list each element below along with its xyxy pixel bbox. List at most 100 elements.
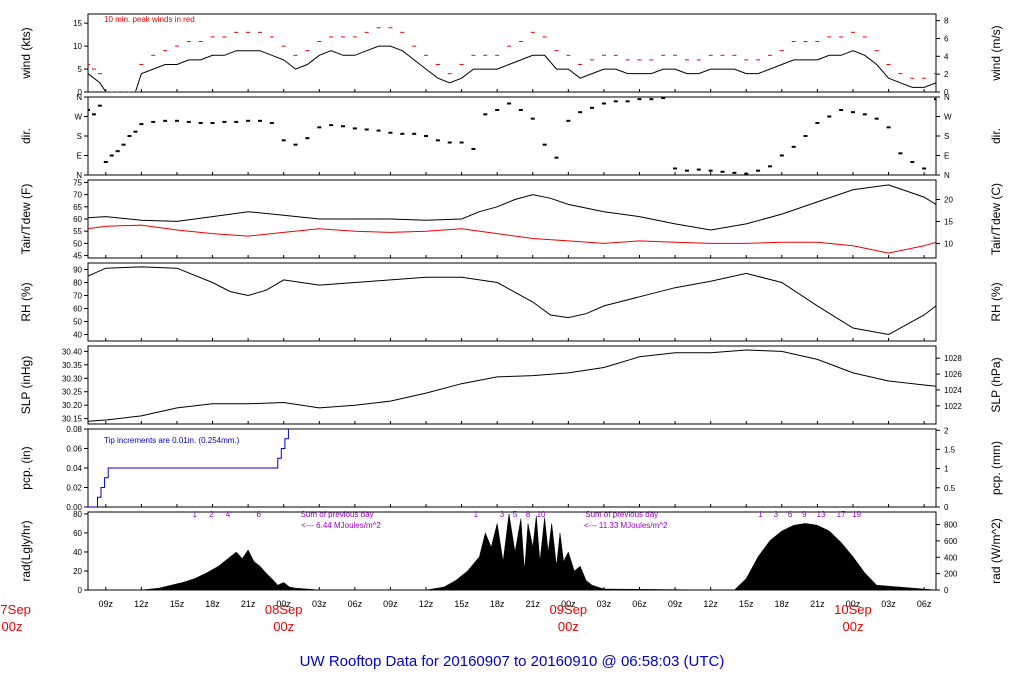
- time-tick-label: 03z: [881, 599, 896, 609]
- rh-ytick-label: 50: [73, 318, 82, 327]
- rh-ytick-label: 80: [73, 279, 82, 288]
- rh-ytick-label: 90: [73, 266, 82, 275]
- slp-ytick-right-label: 1022: [944, 402, 962, 411]
- pcp-ytick-right-label: 2: [944, 426, 949, 435]
- dir-point: [898, 152, 903, 155]
- temp-ytick-label: 55: [73, 227, 82, 236]
- temp-data: [88, 184, 936, 254]
- slp-ytick-right-label: 1024: [944, 386, 962, 395]
- wind-ytick-label: 0: [78, 88, 83, 97]
- time-tick-label: 06z: [348, 599, 363, 609]
- dir-point: [922, 167, 927, 170]
- slp-ylabel: SLP (inHg): [19, 356, 33, 414]
- day-date-label: 08Sep: [265, 602, 303, 617]
- dir-ytick-right-label: W: [944, 113, 952, 122]
- rad-ytick-label: 20: [73, 567, 82, 576]
- pcp-ytick-label: 0.02: [66, 484, 82, 493]
- time-tick-label: 21z: [241, 599, 256, 609]
- dir-point: [88, 109, 90, 111]
- rad-ylabel: rad(Lgly/hr): [19, 520, 33, 581]
- rh-ylabel-right: RH (%): [989, 282, 1003, 321]
- dir-frame: [87, 96, 937, 176]
- dir-ytick-label: N: [76, 171, 82, 180]
- rad-hour-marker: 3: [500, 510, 505, 519]
- temp-ytick-label: 50: [73, 239, 82, 248]
- dir-point: [139, 123, 144, 126]
- dir-point: [376, 129, 381, 132]
- dir-point: [293, 143, 298, 146]
- pcp-ytick-label: 0.04: [66, 464, 82, 473]
- dir-point: [435, 139, 440, 142]
- dir-point: [133, 130, 138, 133]
- rad-hour-marker: 3: [774, 510, 779, 519]
- rad-sum-annotation: <--- 6.44 MJoules/m^2: [301, 521, 381, 530]
- pcp-ylabel-right: pcp. (mm): [989, 441, 1003, 495]
- rad-sum-annotation: Sum of previous day: [301, 510, 374, 519]
- slp-ytick-label: 30.40: [62, 347, 83, 356]
- chart-title: UW Rooftop Data for 20160907 to 20160910…: [300, 653, 725, 670]
- time-axis: 09z 12z 15z 18z 21z 00z 03z 06z 09z 12z 15z 18z 21z 0…: [0, 599, 932, 634]
- rad-ytick-label: 40: [73, 548, 82, 557]
- dir-point: [210, 122, 215, 124]
- rad-data: [88, 513, 936, 590]
- dir-ytick-label: S: [77, 132, 82, 141]
- time-tick-label: 18z: [775, 599, 790, 609]
- dir-point: [412, 132, 417, 135]
- dir-point: [495, 109, 500, 111]
- dir-point: [744, 172, 749, 175]
- dir-point: [601, 102, 606, 105]
- time-tick-label: 12z: [703, 599, 718, 609]
- dir-point: [554, 156, 559, 159]
- rad-ytick-right-label: 400: [944, 553, 958, 562]
- temp-ytick-label: 70: [73, 191, 82, 200]
- dir-point: [109, 154, 114, 157]
- dir-point: [625, 100, 630, 103]
- dir-ytick-label: W: [74, 113, 82, 122]
- wind-data: [88, 27, 936, 92]
- dir-point: [352, 127, 357, 130]
- dir-point: [767, 165, 772, 168]
- dir-data: [88, 97, 936, 175]
- dir-ylabel: dir.: [19, 128, 33, 144]
- dir-ytick-right-label: N: [944, 171, 950, 180]
- dir-point: [578, 111, 583, 114]
- pcp-ytick-label: 0.06: [66, 445, 82, 454]
- temp-ytick-right-label: 15: [944, 217, 953, 226]
- time-tick-label: 03z: [312, 599, 327, 609]
- slp-ytick-label: 30.35: [62, 361, 83, 370]
- time-tick-label: 09z: [383, 599, 398, 609]
- panel-pcp: 0.00 0.02 0.04 0.06 0.08 0 0.5 1 1.5 2 pcp. (in) pc…: [19, 425, 1003, 512]
- rad-hour-marker: 1: [474, 510, 479, 519]
- rh-ytick-label: 70: [73, 292, 82, 301]
- dir-point: [257, 119, 262, 122]
- dir-point: [649, 98, 654, 101]
- dir-point: [198, 122, 203, 124]
- time-tick-label: 06z: [632, 599, 647, 609]
- dir-point: [459, 141, 464, 144]
- wind-ytick-right-label: 8: [944, 17, 949, 26]
- dir-point: [424, 135, 429, 137]
- dir-point: [684, 169, 689, 172]
- rad-ytick-right-label: 200: [944, 570, 958, 579]
- temp-ytick-label: 65: [73, 203, 82, 212]
- dir-point: [637, 98, 642, 101]
- dir-point: [566, 119, 571, 122]
- time-tick-label: 21z: [525, 599, 540, 609]
- pcp-series-0: [88, 429, 936, 507]
- dir-point: [471, 148, 476, 150]
- slp-ytick-label: 30.25: [62, 388, 83, 397]
- rad-ytick-right-label: 600: [944, 537, 958, 546]
- time-tick-label: 15z: [739, 599, 754, 609]
- rad-hour-marker: 8: [526, 510, 531, 519]
- dir-ytick-right-label: S: [944, 132, 949, 141]
- temp-ytick-right-label: 20: [944, 196, 953, 205]
- dir-point: [222, 120, 227, 123]
- pcp-ylabel: pcp. (in): [19, 446, 33, 489]
- dir-point: [127, 135, 132, 137]
- slp-frame: [87, 345, 937, 425]
- temp-frame: [87, 179, 937, 259]
- temp-ylabel: Tair/Tdew (F): [19, 184, 33, 255]
- rad-ylabel-right: rad (W/m^2): [989, 518, 1003, 584]
- dir-point: [661, 97, 666, 100]
- dir-point: [827, 115, 832, 118]
